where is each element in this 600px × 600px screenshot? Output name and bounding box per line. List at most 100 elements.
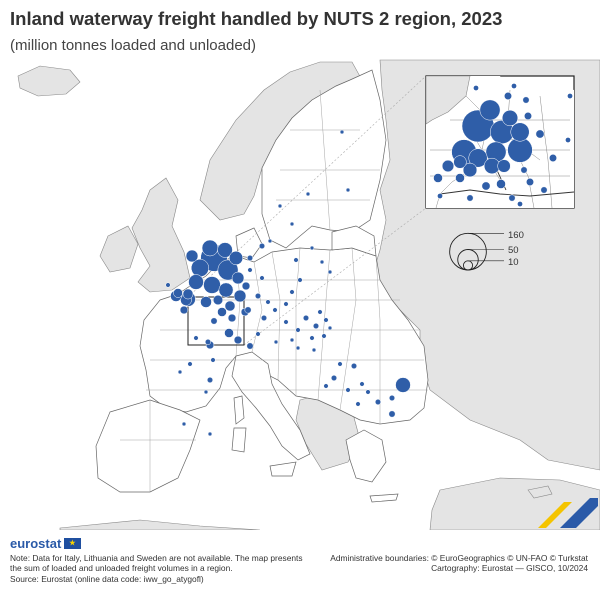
region-bubble (317, 309, 323, 315)
region-bubble (289, 221, 295, 227)
region-bubble (246, 342, 254, 350)
inset-region-bubble (501, 109, 519, 127)
region-bubble (203, 276, 221, 294)
inset-region-bubble (567, 93, 573, 99)
region-bubble (395, 377, 411, 393)
footnote-note: Note: Data for Italy, Lithuania and Swed… (10, 553, 303, 574)
region-bubble (217, 307, 227, 317)
inset-region-bubble (462, 162, 478, 178)
region-bubble (289, 289, 295, 295)
legend-label-50: 50 (508, 245, 519, 256)
region-bubble (388, 410, 396, 418)
eurostat-logo: eurostat (10, 536, 82, 551)
region-bubble (330, 374, 338, 382)
region-bubble (283, 319, 289, 325)
region-bubble (309, 335, 315, 341)
region-bubble (188, 274, 204, 290)
inset-region-bubble (468, 148, 488, 168)
region-bubble (187, 361, 193, 367)
region-bubble (255, 331, 261, 337)
region-bubble (327, 269, 333, 275)
region-bubble (259, 275, 265, 281)
region-bubble (201, 239, 219, 257)
region-bubble (182, 288, 194, 300)
region-bubble (224, 300, 236, 312)
region-bubble (374, 398, 382, 406)
region-bubble (273, 339, 279, 345)
footnote-boundaries: Administrative boundaries: © EuroGeograp… (330, 553, 588, 563)
region-bubble (179, 305, 189, 315)
inset-region-bubble (511, 83, 517, 89)
region-bubble (345, 387, 351, 393)
region-bubble (200, 296, 212, 308)
region-bubble (321, 333, 327, 339)
region-bubble (203, 389, 209, 395)
eurostat-corner-logo (538, 498, 598, 528)
region-bubble (323, 317, 329, 323)
region-bubble (185, 249, 199, 263)
region-bubble (204, 338, 212, 346)
inset-region-bubble (565, 137, 571, 143)
region-borders (120, 89, 428, 492)
region-bubble (277, 203, 283, 209)
region-bubble (337, 361, 343, 367)
region-bubble (258, 242, 266, 250)
inset-region-bubble (479, 99, 501, 121)
region-bubble (388, 394, 396, 402)
footnote-source: Source: Eurostat (online data code: iww_… (10, 573, 204, 584)
footnote-right: Administrative boundaries: © EuroGeograp… (308, 553, 588, 574)
footnote-cartography: Cartography: Eurostat — GISCO, 10/2024 (431, 563, 588, 574)
region-bubble (218, 282, 234, 298)
inset-region-bubble (453, 155, 467, 169)
region-bubble (323, 383, 329, 389)
legend-label-160: 160 (508, 230, 524, 241)
region-bubble (350, 362, 358, 370)
eurostat-wordmark: eurostat (10, 536, 62, 551)
region-bubble (302, 314, 310, 322)
region-bubble (193, 335, 199, 341)
bubbles-main (165, 129, 411, 437)
region-bubble (319, 259, 325, 265)
inset-region-bubble (524, 112, 532, 120)
region-bubble (293, 257, 299, 263)
region-bubble (210, 357, 216, 363)
region-bubble (210, 317, 218, 325)
region-bubble (247, 267, 253, 273)
inset-region-bubble (497, 159, 511, 173)
eu-flag-icon (64, 538, 82, 549)
region-bubble (272, 307, 278, 313)
inset-region-bubble (473, 85, 479, 91)
region-bubble (165, 282, 171, 288)
map-subtitle: (million tonnes loaded and unloaded) (10, 37, 257, 54)
region-bubble (246, 254, 254, 262)
inset-region-bubble (540, 186, 548, 194)
region-bubble (233, 289, 247, 303)
inset-region-bubble (455, 173, 465, 183)
inset-region-bubble (522, 96, 530, 104)
inset-region-bubble (510, 122, 530, 142)
region-bubble (355, 401, 361, 407)
size-legend: 160 50 10 (449, 230, 524, 271)
inset-region-bubble (526, 178, 534, 186)
region-bubble (297, 277, 303, 283)
region-bubble (217, 242, 233, 258)
region-bubble (227, 313, 237, 323)
region-bubble (295, 345, 301, 351)
inset-region-bubble (535, 129, 545, 139)
inset-region-bubble (496, 179, 506, 189)
region-bubble (207, 431, 213, 437)
region-bubble (312, 322, 320, 330)
inset-region-bubble (549, 154, 557, 162)
region-bubble (339, 129, 345, 135)
region-bubble (228, 250, 244, 266)
region-bubble (254, 292, 262, 300)
region-bubble (311, 347, 317, 353)
region-bubble (177, 369, 183, 375)
region-bubble (309, 245, 315, 251)
region-bubble (206, 376, 214, 384)
legend-label-10: 10 (508, 257, 519, 268)
region-bubble (283, 301, 289, 307)
legend-circle-10 (462, 260, 504, 271)
inset-region-bubble (508, 194, 516, 202)
inset-region-bubble (481, 181, 491, 191)
